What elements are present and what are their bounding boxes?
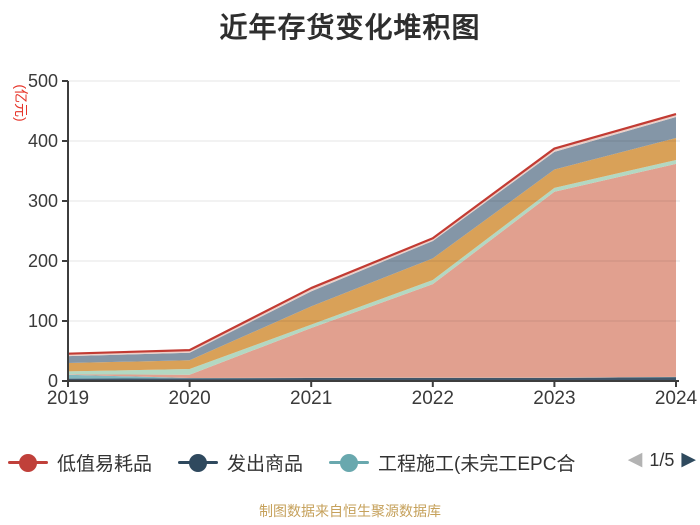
construction-band [68, 374, 676, 379]
data-source-note: 制图数据来自恒生聚源数据库 [259, 503, 441, 519]
y-axis-label-400: 400 [27, 131, 58, 151]
x-axis-label-2021: 2021 [290, 388, 333, 409]
salmon-band [68, 163, 676, 378]
y-axis-label-100: 100 [27, 311, 58, 331]
legend-item-label: 工程施工(未完工EPC合 [378, 454, 576, 475]
legend-marker-icon [178, 453, 219, 472]
low-value-consumables-band-top-line [67, 113, 677, 355]
legend-pagination: ◀ 1/5 ▶ [628, 449, 696, 471]
legend-page-indicator: 1/5 [649, 449, 675, 470]
legend-item-label: 发出商品 [227, 454, 304, 475]
legend-next-icon[interactable]: ▶ [681, 449, 696, 470]
legend-marker-dot [189, 453, 208, 472]
slate-band [68, 117, 676, 363]
mint-band [68, 159, 676, 375]
y-axis-label-500: 500 [27, 71, 58, 91]
legend-item-label: 低值易耗品 [57, 454, 153, 475]
legend-prev-icon[interactable]: ◀ [627, 449, 643, 470]
x-axis-label-2022: 2022 [411, 388, 454, 409]
legend: 低值易耗品 发出商品 工程施工(未完工EPC合 [8, 449, 575, 476]
orange-band [68, 138, 676, 372]
legend-marker-dot [19, 453, 37, 472]
legend-marker-icon [8, 453, 48, 472]
x-axis-label-2023: 2023 [533, 388, 576, 409]
x-axis-label-2019: 2019 [46, 388, 90, 409]
legend-item-1[interactable]: 低值易耗品 [8, 449, 152, 476]
page-title: 近年存货变化堆积图 [219, 12, 481, 43]
x-axis-label-2020: 2020 [168, 388, 211, 409]
legend-item-3[interactable]: 工程施工(未完工EPC合 [329, 449, 575, 476]
y-axis-label-200: 200 [27, 251, 58, 271]
legend-marker-dot [340, 453, 359, 472]
y-axis-label-0: 0 [47, 371, 58, 391]
legend-item-2[interactable]: 发出商品 [178, 449, 303, 476]
y-axis-label-300: 300 [27, 191, 58, 211]
x-axis-label-2024: 2024 [654, 388, 698, 409]
legend-marker-icon [329, 453, 370, 472]
